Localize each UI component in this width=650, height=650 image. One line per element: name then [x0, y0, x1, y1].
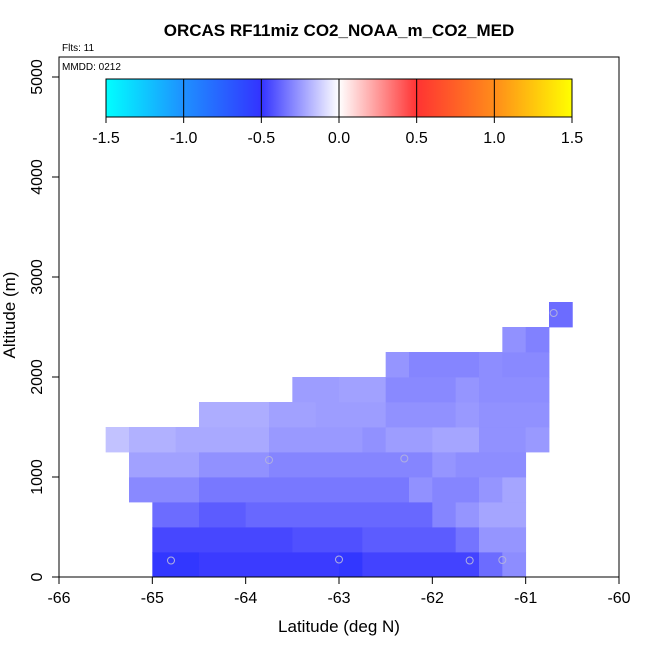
heatmap-cell-r5-c4: [362, 427, 387, 453]
heatmap-cell-r1-c3: [455, 527, 480, 553]
heatmap-cell-r0-c0: [152, 552, 200, 578]
heatmap-cell-r0-c3: [362, 552, 480, 578]
heatmap-cell-r6-c3: [385, 402, 457, 428]
heatmap-cell-r2-c4: [455, 502, 480, 528]
heatmap-cell-r4-c4: [455, 452, 527, 478]
heatmap-cell-r2-c3: [432, 502, 457, 528]
y-tick-label-2: 2000: [29, 359, 46, 395]
heatmap-cell-r4-c3: [432, 452, 457, 478]
heatmap-cell-r1-c0: [152, 527, 293, 553]
x-axis: -66 -65 -64 -63 -62 -61 -60: [47, 577, 631, 607]
heatmap-cell-r5-c8: [525, 427, 550, 453]
colorbar-tick-label-6: 1.5: [561, 130, 583, 147]
colorbar-tick-label-2: -0.5: [248, 130, 276, 147]
chart-title: ORCAS RF11miz CO2_NOAA_m_CO2_MED: [164, 21, 514, 40]
heatmap-cell-r7-c4: [479, 377, 550, 403]
x-tick-label-4: -62: [421, 590, 444, 607]
x-tick-label-2: -64: [234, 590, 257, 607]
y-axis-label: Altitude (m): [0, 272, 19, 359]
colorbar-tick-label-4: 0.5: [406, 130, 428, 147]
heatmap-cell-r8-c0: [385, 352, 410, 378]
sample-marker-3: [498, 556, 507, 564]
heatmap-cell-r3-c0: [129, 477, 200, 503]
sample-markers: [167, 309, 558, 565]
y-tick-label-1: 1000: [29, 459, 46, 495]
heatmap-cell-r1-c4: [479, 527, 527, 553]
heatmap-cell-r2-c0: [152, 502, 200, 528]
heatmap-cell-r4-c0: [129, 452, 200, 478]
heatmap-cell-r7-c0: [292, 377, 340, 403]
heatmap-cell-r4-c2: [269, 452, 433, 478]
x-tick-label-5: -61: [514, 590, 537, 607]
heatmap-cell-r6-c1: [269, 402, 317, 428]
heatmap-cells: [105, 302, 573, 578]
x-tick-label-1: -65: [141, 590, 164, 607]
y-tick-label-0: 0: [29, 572, 46, 581]
heatmap-cell-r3-c3: [432, 477, 480, 503]
heatmap-cell-r4-c1: [199, 452, 270, 478]
heatmap-cell-r5-c7: [479, 427, 527, 453]
sample-marker-6: [549, 309, 558, 317]
heatmap-cell-r5-c2: [175, 427, 270, 453]
heatmap-cell-r9-c0: [502, 327, 527, 353]
colorbar-tick-label-3: 0.0: [328, 130, 350, 147]
colorbar: -1.5 -1.0 -0.5 0.0 0.5 1.0 1.5: [92, 78, 583, 147]
heatmap-cell-r2-c5: [479, 502, 527, 528]
colorbar-tick-label-5: 1.0: [483, 130, 505, 147]
heatmap-cell-r9-c1: [525, 327, 550, 353]
heatmap-cell-r8-c1: [409, 352, 480, 378]
heatmap-cell-r5-c0: [105, 427, 130, 453]
heatmap-cell-r0-c5: [502, 552, 527, 578]
heatmap-cell-r6-c5: [479, 402, 550, 428]
date-label: MMDD: 0212: [62, 62, 121, 73]
heatmap-cell-r1-c2: [362, 527, 457, 553]
colorbar-tick-label-1: -1.0: [170, 130, 198, 147]
heatmap-cell-r7-c1: [339, 377, 387, 403]
heatmap-cell-r3-c2: [409, 477, 433, 503]
heatmap-cell-r6-c4: [455, 402, 480, 428]
heatmap-cell-r3-c4: [479, 477, 503, 503]
heatmap-cell-r5-c1: [129, 427, 177, 453]
heatmap-cell-r6-c2: [315, 402, 387, 428]
heatmap-cell-r0-c4: [479, 552, 503, 578]
heatmap-cell-r1-c1: [292, 527, 363, 553]
heatmap-cell-r5-c5: [385, 427, 433, 453]
heatmap-cell-r3-c5: [502, 477, 527, 503]
heatmap-cell-r8-c3: [502, 352, 550, 378]
flights-label: Flts: 11: [62, 43, 94, 54]
heatmap-cell-r2-c2: [245, 502, 433, 528]
heatmap-cell-r7-c2: [385, 377, 457, 403]
heatmap-cell-r6-c0: [199, 402, 270, 428]
heatmap-cell-r7-c3: [455, 377, 480, 403]
x-axis-label: Latitude (deg N): [278, 617, 400, 636]
heatmap-cell-r0-c2: [339, 552, 363, 578]
heatmap-cell-r5-c3: [269, 427, 363, 453]
x-tick-label-6: -60: [607, 590, 630, 607]
heatmap-cell-r2-c1: [199, 502, 247, 528]
colorbar-tick-label-0: -1.5: [92, 130, 120, 147]
sample-marker-1: [335, 555, 343, 564]
heatmap-cell-r3-c1: [199, 477, 410, 503]
heatmap-cell-r5-c6: [432, 427, 480, 453]
x-tick-label-3: -63: [327, 590, 350, 607]
heatmap-cell-r0-c1: [199, 552, 340, 578]
x-tick-label-0: -66: [47, 590, 70, 607]
sample-marker-5: [400, 454, 409, 463]
y-axis: 0 1000 2000 3000 4000 5000: [29, 59, 59, 581]
y-tick-label-3: 3000: [29, 259, 46, 295]
sample-marker-4: [265, 456, 273, 464]
sample-marker-0: [167, 556, 175, 565]
heatmap-cell-r8-c2: [479, 352, 503, 378]
y-tick-label-5: 5000: [29, 59, 46, 95]
sample-marker-2: [465, 556, 474, 565]
y-tick-label-4: 4000: [29, 159, 46, 195]
heatmap-cell-r10-c0: [549, 302, 573, 328]
